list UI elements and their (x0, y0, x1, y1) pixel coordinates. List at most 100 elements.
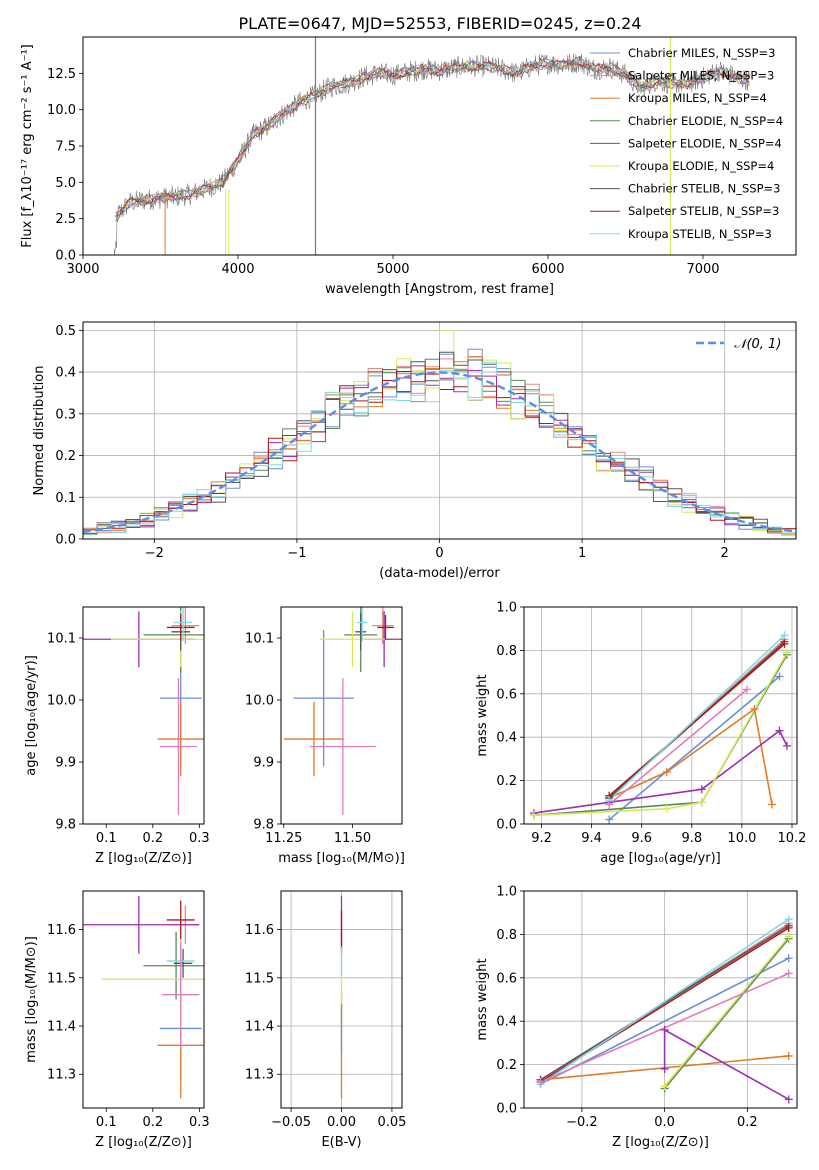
x-tick-label: 11.25 (265, 831, 302, 846)
y-tick-label: 0.1 (55, 491, 76, 506)
y-tick-label: 9.8 (253, 818, 274, 833)
legend-label: Salpeter MILES, N_SSP=3 (628, 69, 774, 83)
x-tick-label: 1 (578, 546, 586, 561)
y-tick-label: 11.6 (245, 923, 274, 938)
mass-weight-line-salp_stelib (608, 643, 786, 797)
mass-weight-line-krou_stelib (608, 634, 786, 801)
normal-pdf-curve (83, 371, 796, 533)
x-axis-label: Z [log₁₀(Z/Z⊙)] (95, 1135, 192, 1150)
x-axis-label: Z [log₁₀(Z/Z⊙)] (612, 1135, 709, 1150)
plot-area-age-vs-mass (283, 607, 402, 815)
x-axis-label: mass [log₁₀(M/M⊙)] (278, 851, 405, 866)
mass-weight-line-pink (608, 688, 748, 806)
mass-weight-marker-krou_elodie (660, 1082, 669, 1091)
axes-frame (280, 606, 403, 825)
mass-weight-marker-chab_miles (775, 672, 784, 681)
y-tick-label: 11.5 (245, 971, 274, 986)
x-tick-label: 6000 (531, 262, 564, 277)
mass-weight-marker-chab_miles (784, 954, 793, 963)
y-axis-label: mass [log₁₀(M/M⊙)] (24, 936, 39, 1063)
x-tick-label: 7000 (686, 262, 719, 277)
mass-weight-marker-salp_elodie (660, 1064, 669, 1073)
panel-age-vs-mass: 11.25 11.50 9.8 9.9 10.0 10.1 mass [log₁₀(M/M⊙… (245, 606, 405, 866)
x-tick-label: 0.05 (377, 1115, 406, 1130)
mass-weight-line-chab_elodie (533, 654, 788, 817)
axes-frame (82, 890, 205, 1109)
y-tick-label: 0.0 (55, 249, 76, 264)
y-tick-label: 2.5 (55, 212, 76, 227)
y-tick-label: 0.3 (55, 407, 76, 422)
x-tick-label: 0.2 (737, 1115, 758, 1130)
mass-weight-marker-pink (536, 1077, 545, 1086)
x-tick-label: 5000 (376, 262, 409, 277)
mass-weight-marker-krou_miles (767, 800, 776, 809)
mass-weight-line-krou_stelib (540, 918, 790, 1085)
mass-weight-marker-salp_stelib (780, 639, 789, 648)
legend-label: Kroupa MILES, N_SSP=4 (628, 91, 767, 105)
mass-weight-marker-krou_elodie (662, 804, 671, 813)
x-tick-label: 0 (435, 546, 443, 561)
x-tick-label: 0.1 (96, 1115, 117, 1130)
mass-weight-marker-pink (742, 685, 751, 694)
x-tick-label: 0.2 (142, 1115, 163, 1130)
x-axis-label: Z [log₁₀(Z/Z⊙)] (95, 851, 192, 866)
mass-weight-marker-krou_stelib (784, 915, 793, 924)
x-tick-label: 9.2 (531, 831, 552, 846)
y-tick-label: 12.5 (47, 67, 76, 82)
mass-weight-marker-salp_elodie (784, 1095, 793, 1104)
legend-label: Kroupa ELODIE, N_SSP=4 (628, 159, 774, 173)
y-tick-label: 0.8 (496, 928, 517, 943)
mass-weight-line-chab_miles (608, 675, 781, 821)
mass-weight-marker-chab_miles (605, 815, 614, 824)
axes-frame (82, 606, 205, 825)
y-tick-label: 0.0 (496, 1102, 517, 1117)
figure-title: PLATE=0647, MJD=52553, FIBERID=0245, z=0… (238, 14, 641, 33)
chart-panels: 3000 4000 5000 6000 70000.02.55.07.510.012.5… (20, 36, 806, 1150)
panel-spectrum: 3000 4000 5000 6000 7000 0.0 2.5 5.0 7.5 10.0 12.5… (20, 36, 797, 297)
mass-weight-marker-krou_elodie (697, 798, 706, 807)
mass-weight-marker-salp_stelib (784, 923, 793, 932)
y-tick-label: 10.0 (245, 694, 274, 709)
plot-area-age-vs-Z (83, 607, 204, 815)
y-axis-label: mass weight (475, 958, 490, 1040)
spectrum-model-salp_elodie (115, 55, 750, 217)
x-tick-label: 0.2 (142, 831, 163, 846)
x-tick-label: 9.6 (631, 831, 652, 846)
y-tick-label: 0.0 (496, 818, 517, 833)
x-tick-label: −0.2 (566, 1115, 598, 1130)
x-tick-label: −1 (287, 546, 306, 561)
plot-area-mass-vs-Z (83, 895, 204, 1099)
y-tick-label: 10.1 (47, 632, 76, 647)
x-tick-label: 4000 (221, 262, 254, 277)
x-axis-label: wavelength [Angstrom, rest frame] (325, 282, 554, 297)
mass-weight-line-krou_elodie (663, 936, 790, 1087)
y-tick-label: 5.0 (55, 176, 76, 191)
x-tick-label: −0.05 (271, 1115, 311, 1130)
y-tick-label: 10.1 (245, 632, 274, 647)
y-axis-label: Normed distribution (32, 366, 47, 496)
panel-mass-weight-vs-age: 9.2 9.4 9.6 9.8 10.0 10.2 0.0 0.2 0.4 0.6 0.8 1.0 ag… (475, 601, 806, 867)
y-tick-label: 10.0 (47, 103, 76, 118)
legend-label: Chabrier MILES, N_SSP=3 (628, 46, 775, 60)
panel-mass-vs-EBV: −0.05 0.00 0.05 11.3 11.4 11.5 11.6 E(B-V) (245, 890, 406, 1150)
mass-weight-marker-krou_stelib (780, 631, 789, 640)
panel-mass-vs-Z: 0.1 0.2 0.3 11.3 11.4 11.5 11.6 Z [log₁₀(Z/Z⊙)]… (24, 890, 210, 1150)
axes-frame (523, 890, 798, 1109)
y-tick-label: 9.9 (55, 756, 76, 771)
mass-weight-line-krou_miles (608, 707, 773, 805)
x-tick-label: 0.00 (327, 1115, 356, 1130)
plot-area-residual-histogram (83, 329, 796, 536)
x-tick-label: 2 (721, 546, 729, 561)
y-tick-label: 11.4 (47, 1020, 76, 1035)
y-tick-label: 9.8 (55, 818, 76, 833)
x-tick-label: 9.4 (581, 831, 602, 846)
y-tick-label: 0.2 (496, 774, 517, 789)
y-tick-label: 0.2 (55, 449, 76, 464)
mass-weight-marker-krou_miles (784, 1051, 793, 1060)
legend-label: Salpeter ELODIE, N_SSP=4 (628, 136, 782, 150)
mass-weight-marker-salp_elodie (775, 726, 784, 735)
mass-weight-marker-krou_miles (750, 704, 759, 713)
legend-label: Salpeter STELIB, N_SSP=3 (628, 204, 779, 218)
y-tick-label: 0.4 (496, 731, 517, 746)
y-axis-label: mass weight (475, 674, 490, 756)
